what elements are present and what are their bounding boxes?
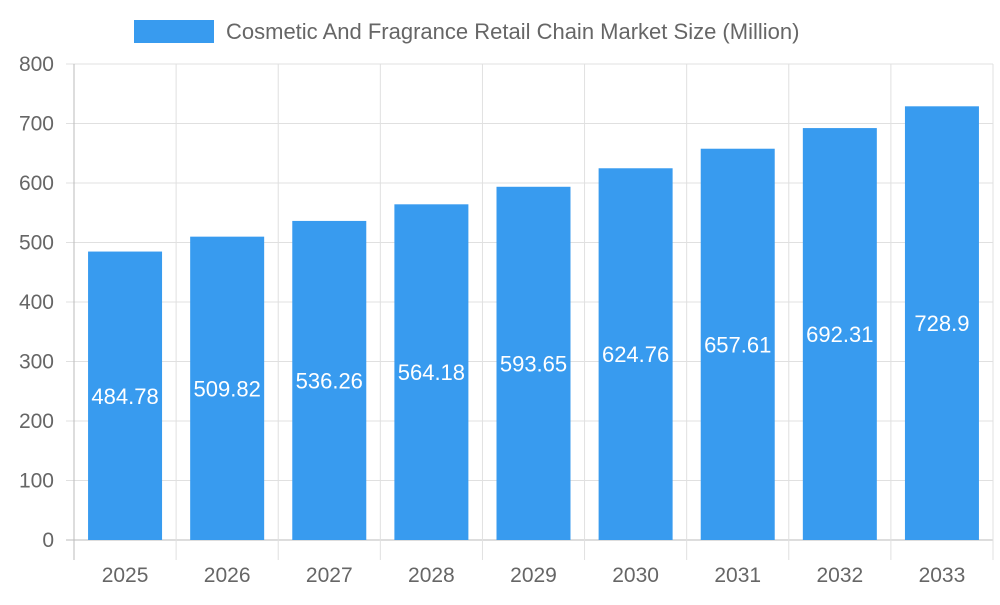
y-tick-label: 600 (19, 172, 54, 195)
data-label: 657.61 (704, 332, 771, 357)
y-tick-label: 0 (42, 529, 54, 552)
x-tick-label: 2033 (919, 564, 966, 587)
bar-2031[interactable] (700, 148, 775, 540)
x-tick-label: 2026 (204, 564, 251, 587)
data-label: 692.31 (806, 322, 873, 347)
x-tick-label: 2029 (510, 564, 557, 587)
y-tick-label: 800 (19, 53, 54, 76)
bars (88, 106, 979, 540)
data-label: 536.26 (296, 368, 363, 393)
x-tick-label: 2025 (102, 564, 149, 587)
x-tick-label: 2032 (816, 564, 863, 587)
data-label: 509.82 (194, 376, 261, 401)
y-tick-label: 500 (19, 232, 54, 255)
bar-2025[interactable] (88, 251, 163, 540)
x-tick-label: 2027 (306, 564, 353, 587)
bar-2032[interactable] (802, 128, 877, 540)
axes: 0 100 200 300 400 500 600 700 800 2025 2026 2027 202… (19, 53, 965, 587)
y-tick-label: 400 (19, 291, 54, 314)
data-label: 484.78 (91, 384, 158, 409)
data-label: 593.65 (500, 351, 567, 376)
y-tick-label: 100 (19, 470, 54, 493)
bar-2029[interactable] (496, 186, 571, 540)
bar-2028[interactable] (394, 204, 469, 540)
x-tick-label: 2030 (612, 564, 659, 587)
x-tick-label: 2028 (408, 564, 455, 587)
bar-2026[interactable] (190, 236, 265, 540)
data-label: 728.9 (914, 311, 969, 336)
y-tick-label: 700 (19, 113, 54, 136)
bar-2027[interactable] (292, 220, 367, 540)
bar-2030[interactable] (598, 168, 673, 540)
bar-2033[interactable] (904, 106, 979, 540)
data-labels: 484.78 509.82 536.26 564.18 593.65 624.76 657.… (91, 311, 969, 409)
data-label: 564.18 (398, 360, 465, 385)
legend[interactable]: Cosmetic And Fragrance Retail Chain Mark… (134, 19, 799, 44)
x-tick-label: 2031 (714, 564, 761, 587)
legend-swatch (134, 20, 214, 43)
y-tick-label: 200 (19, 410, 54, 433)
legend-label: Cosmetic And Fragrance Retail Chain Mark… (226, 19, 799, 44)
data-label: 624.76 (602, 342, 669, 367)
y-tick-label: 300 (19, 351, 54, 374)
